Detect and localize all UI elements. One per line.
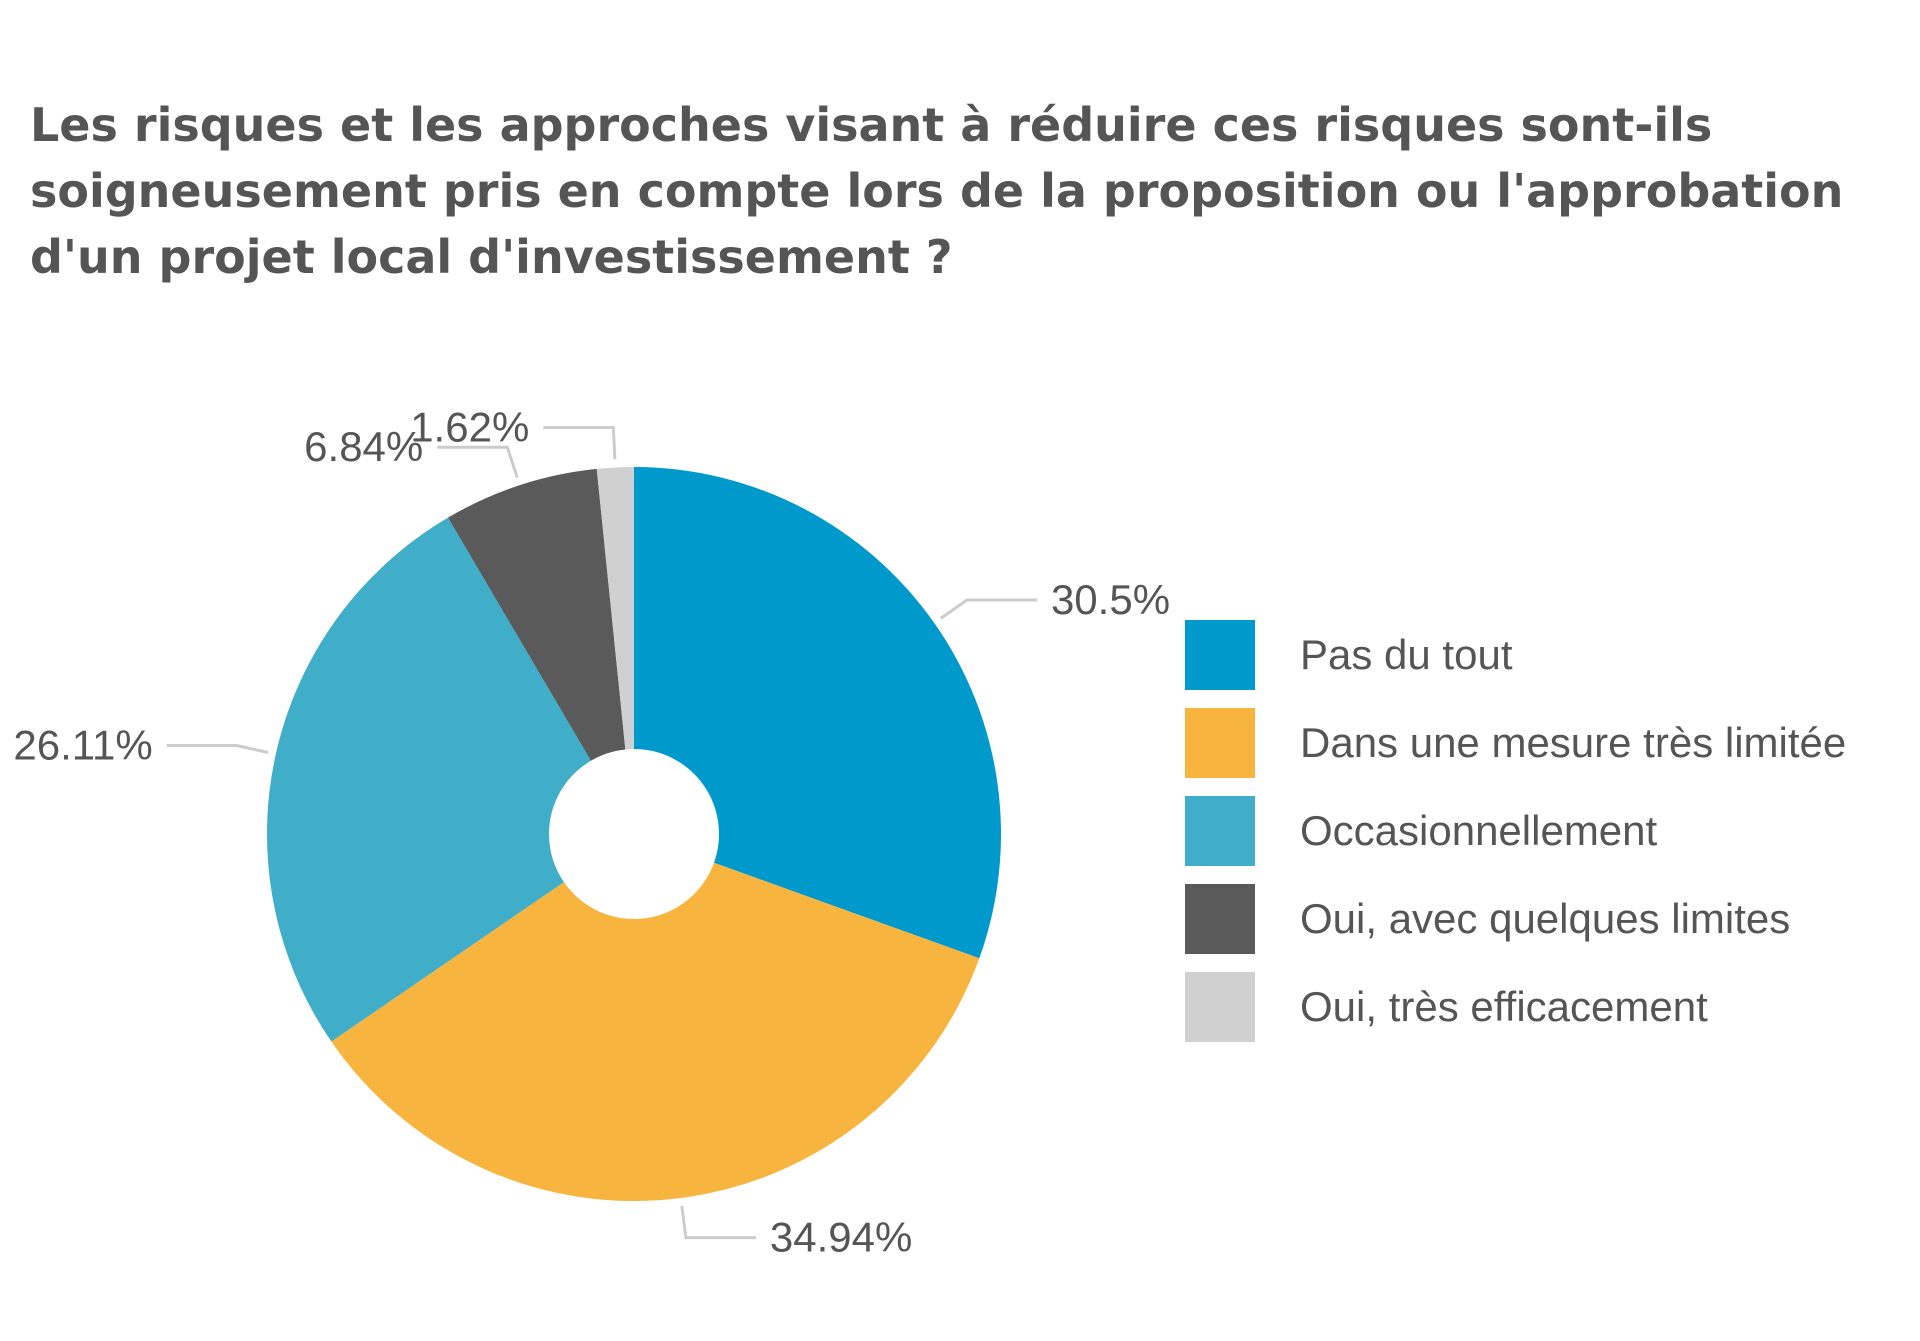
leader-line [680,1205,756,1240]
legend-label: Oui, très efficacement [1300,983,1708,1030]
leader-line [939,598,1037,620]
pie-slice [267,517,591,1042]
legend-item: Pas du tout [1185,620,1846,690]
legend-item: Dans une mesure très limitée [1185,708,1846,778]
leader-lines [166,426,1037,1240]
legend-swatch [1185,796,1255,866]
chart-title-line: d'un projet local d'investissement ? [30,230,953,284]
pie-slice [634,467,1001,959]
data-labels: 30.5% 34.94% 26.11% 6.84%1.62% [13,404,1170,1261]
leader-line [166,744,269,754]
legend-label: Dans une mesure très limitée [1300,719,1847,766]
leader-line [543,426,617,460]
legend-swatch [1185,972,1255,1042]
data-label: 26.11% [13,722,152,769]
legend-label: Pas du tout [1300,631,1513,678]
chart-title: Les risques et les approches visant à ré… [30,92,1890,290]
legend-label: Occasionnellement [1300,807,1658,854]
pie-slice [331,862,980,1201]
legend-item: Oui, avec quelques limites [1185,884,1846,954]
data-label: 6.84% [304,423,423,470]
pie-slice [447,468,626,761]
data-label: 34.94% [770,1214,912,1261]
chart-title-line: Les risques et les approches visant à ré… [30,98,1713,152]
legend: Pas du tout Dans une mesure très limitée… [1185,620,1846,1060]
legend-item: Occasionnellement [1185,796,1846,866]
legend-swatch [1185,620,1255,690]
legend-swatch [1185,884,1255,954]
leader-line [437,445,519,479]
legend-item: Oui, très efficacement [1185,972,1846,1042]
legend-label: Oui, avec quelques limites [1300,895,1791,942]
chart-title-line: soigneusement pris en compte lors de la … [30,164,1844,218]
legend-swatch [1185,708,1255,778]
data-label: 30.5% [1051,576,1170,623]
pie-slices [267,467,1001,1201]
data-label: 1.62% [410,404,529,451]
pie-slice [596,467,634,750]
